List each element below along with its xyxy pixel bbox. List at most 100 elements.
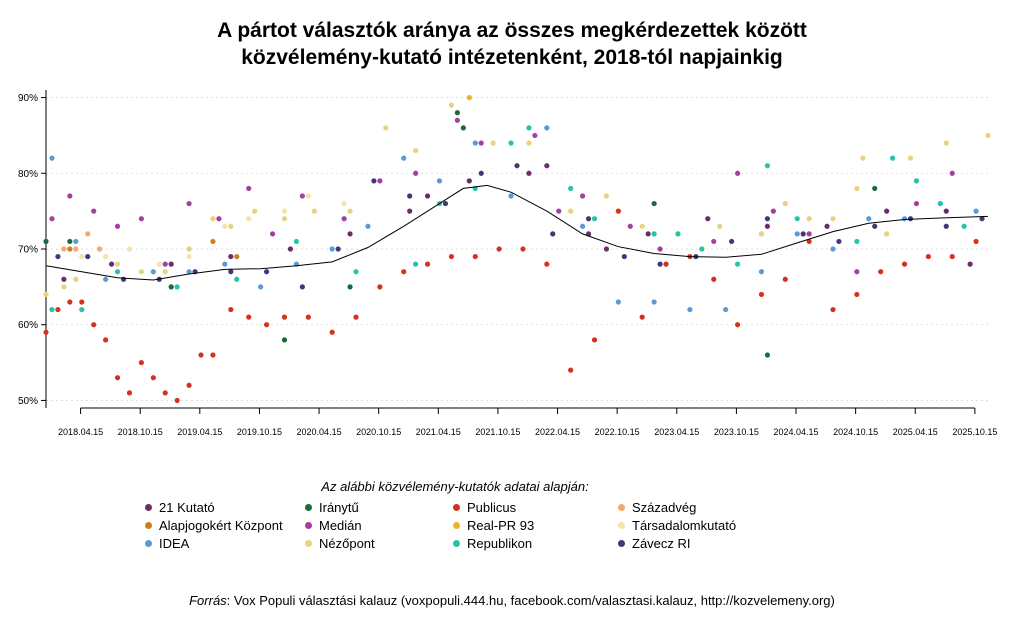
point-median	[532, 132, 538, 139]
point-21-kutato	[967, 261, 973, 267]
point-zavecz-ri	[514, 163, 520, 169]
point-szazadveg	[61, 246, 67, 252]
point-publicus	[246, 314, 252, 320]
point-publicus	[663, 261, 669, 267]
point-idea	[258, 284, 264, 290]
point-publicus	[67, 299, 73, 305]
point-tarsadalomkutato	[305, 193, 311, 199]
y-tick-label: 50%	[18, 396, 38, 407]
point-median	[734, 170, 741, 176]
legend-label: IDEA	[159, 536, 190, 551]
point-republikon	[913, 178, 920, 184]
point-nezopont	[252, 208, 258, 214]
point-median	[806, 231, 812, 237]
point-zavecz-ri	[836, 238, 842, 245]
point-zavecz-ri	[299, 284, 305, 290]
point-real-pr-93	[466, 94, 472, 101]
point-republikon	[699, 246, 705, 252]
point-median	[138, 216, 144, 222]
point-median	[341, 216, 347, 222]
point-median	[657, 246, 663, 252]
legend-swatch	[305, 540, 312, 548]
legend-item-zavecz-ri: Závecz RI	[618, 535, 691, 552]
point-nezopont	[782, 200, 788, 207]
point-republikon	[734, 261, 741, 267]
point-publicus	[472, 253, 478, 260]
point-iranytu	[651, 200, 657, 207]
point-nezopont	[413, 147, 419, 154]
point-nezopont	[603, 193, 610, 199]
point-zavecz-ri	[621, 253, 627, 260]
x-tick-label: 2023.10.15	[714, 427, 759, 437]
point-publicus	[949, 253, 955, 260]
point-publicus	[91, 322, 97, 328]
point-21-kutato	[168, 261, 174, 267]
legend-label: 21 Kutató	[159, 500, 215, 515]
legend-swatch	[145, 504, 152, 512]
point-publicus	[901, 261, 908, 267]
point-publicus	[496, 246, 502, 252]
point-nezopont	[860, 155, 866, 161]
point-idea	[222, 261, 228, 267]
point-republikon	[353, 269, 359, 275]
point-median	[913, 200, 920, 207]
point-zavecz-ri	[85, 253, 91, 260]
point-zavecz-ri	[442, 200, 449, 207]
legend-label: Medián	[319, 518, 362, 533]
point-zavecz-ri	[335, 246, 341, 252]
point-21-kutato	[705, 216, 711, 222]
point-publicus	[758, 291, 765, 298]
point-idea	[150, 269, 156, 275]
point-21-kutato	[287, 246, 294, 252]
point-zavecz-ri	[729, 238, 735, 245]
legend-label: Republikon	[467, 536, 533, 551]
point-nezopont	[448, 102, 455, 108]
point-republikon	[591, 216, 598, 222]
point-median	[269, 231, 276, 237]
legend-swatch	[145, 540, 152, 548]
point-median	[556, 208, 562, 214]
point-publicus	[401, 269, 407, 275]
point-tarsadalomkutato	[103, 253, 109, 260]
point-idea	[436, 178, 443, 184]
point-republikon	[961, 223, 967, 229]
point-republikon	[293, 238, 300, 245]
y-tick-label: 70%	[18, 245, 38, 256]
point-republikon	[49, 306, 55, 313]
point-median	[478, 140, 484, 146]
y-tick-label: 80%	[18, 169, 38, 180]
point-nezopont	[907, 155, 914, 161]
point-publicus	[150, 375, 156, 381]
point-nezopont	[758, 231, 765, 237]
point-nezopont	[61, 284, 67, 290]
point-idea	[723, 306, 729, 313]
point-iranytu	[347, 284, 353, 290]
point-nezopont	[281, 216, 288, 222]
y-tick-label: 90%	[18, 93, 38, 104]
legend: 21 Kutató Alapjogokért Központ IDEA Iránytű…	[145, 499, 845, 559]
point-idea	[901, 216, 908, 222]
point-alapjogokert-kozpont	[234, 253, 240, 260]
legend-swatch	[618, 540, 625, 548]
point-publicus	[973, 238, 979, 245]
point-publicus	[806, 238, 812, 245]
point-idea	[866, 216, 872, 222]
point-publicus	[639, 314, 645, 320]
point-republikon	[508, 140, 514, 146]
trend-line	[45, 184, 989, 281]
x-tick-label: 2022.10.15	[595, 427, 640, 437]
point-publicus	[210, 352, 216, 358]
point-publicus	[734, 322, 741, 328]
point-republikon	[937, 200, 943, 207]
point-zavecz-ri	[371, 178, 377, 184]
point-zavecz-ri	[550, 231, 556, 237]
point-nezopont	[717, 223, 723, 229]
point-nezopont	[383, 125, 389, 131]
legend-swatch	[453, 540, 460, 548]
point-21-kutato	[645, 231, 651, 237]
point-tarsadalomkutato	[246, 216, 252, 222]
point-idea	[758, 269, 765, 275]
x-tick-label: 2022.04.15	[535, 427, 580, 437]
point-idea	[73, 238, 79, 245]
point-publicus	[43, 329, 49, 335]
